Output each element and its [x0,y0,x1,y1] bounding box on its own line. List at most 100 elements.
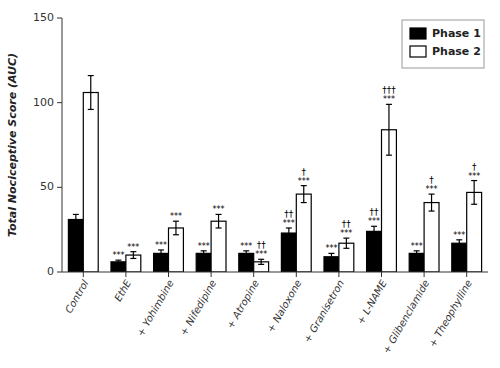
error-cap [286,238,292,239]
x-tick-label: + Nifedipine [178,278,219,337]
error-bar [130,252,136,259]
error-line [175,221,176,235]
error-line [416,251,417,256]
bar [467,192,482,272]
significance-label: *** [298,177,310,186]
bar [367,231,382,272]
error-bar [243,251,249,256]
significance-label: *** [468,172,480,181]
error-line [474,181,475,205]
error-line [75,214,76,224]
error-bar [328,253,334,260]
error-bar [429,194,435,211]
y-tick [57,187,62,188]
y-tick [57,272,62,273]
bar [452,243,467,272]
significance-label: *** [453,231,465,240]
x-tick [338,272,339,277]
error-cap [115,263,121,264]
dagger-label: ††† [382,85,396,95]
x-tick-label: + Atropine [224,278,261,330]
error-bar [158,250,164,257]
significance-label: *** [411,242,423,251]
error-cap [201,255,207,256]
error-line [246,251,247,256]
error-line [261,259,262,264]
error-line [346,238,347,248]
error-cap [216,227,222,228]
error-cap [371,236,377,237]
error-line [218,214,219,228]
significance-label: *** [383,95,395,104]
y-tick-label: 150 [33,11,54,24]
y-axis [62,18,63,272]
error-cap [88,109,94,110]
error-cap [243,255,249,256]
error-cap [456,246,462,247]
significance-label: *** [170,212,182,221]
x-tick [125,272,126,277]
y-tick [57,18,62,19]
error-bar [88,76,94,110]
y-tick [57,102,62,103]
error-bar [386,104,392,155]
error-bar [456,240,462,247]
x-tick [381,272,382,277]
dagger-label: † [472,162,477,172]
error-cap [414,255,420,256]
y-tick-label: 100 [33,96,54,109]
x-tick-label: + Theophylline [427,278,474,349]
bar [83,93,98,272]
dagger-label: † [429,175,434,185]
error-cap [328,260,334,261]
legend-swatch [410,28,426,39]
error-line [331,253,332,260]
significance-label: *** [198,242,210,251]
bar [239,253,254,272]
bar [169,228,184,272]
x-tick [83,272,84,277]
x-tick-label: + Naloxone [265,278,304,334]
bar [409,253,424,272]
error-cap [73,224,79,225]
x-tick-label: + Yohimbine [135,278,176,338]
significance-label: *** [112,251,124,260]
error-line [90,76,91,110]
error-cap [130,258,136,259]
dagger-label: † [302,167,307,177]
x-tick [168,272,169,277]
error-cap [173,234,179,235]
error-cap [73,214,79,215]
error-bar [115,260,121,263]
error-line [373,226,374,236]
x-tick [253,272,254,277]
significance-label: *** [340,229,352,238]
error-bar [414,251,420,256]
dagger-label: †† [257,240,267,250]
legend: Phase 1 Phase 2 [402,20,484,68]
error-line [160,250,161,257]
error-bar [371,226,377,236]
bar [211,221,226,272]
significance-label: *** [240,242,252,251]
significance-label: *** [325,244,337,253]
significance-label: *** [255,250,267,259]
dagger-label: †† [284,209,294,219]
error-line [288,228,289,238]
x-tick [211,272,212,277]
legend-frame [402,20,484,68]
x-tick-label: Control [63,278,91,315]
error-line [203,251,204,256]
legend-label: Phase 2 [432,45,481,58]
error-line [431,194,432,211]
error-bar [216,214,222,228]
x-tick-label: + L-NAME [355,277,389,326]
legend-label: Phase 1 [432,27,481,40]
bar [296,194,311,272]
bar [196,253,211,272]
x-tick [424,272,425,277]
error-cap [301,202,307,203]
y-tick-label: 50 [40,180,54,193]
error-line [388,104,389,155]
x-tick [466,272,467,277]
